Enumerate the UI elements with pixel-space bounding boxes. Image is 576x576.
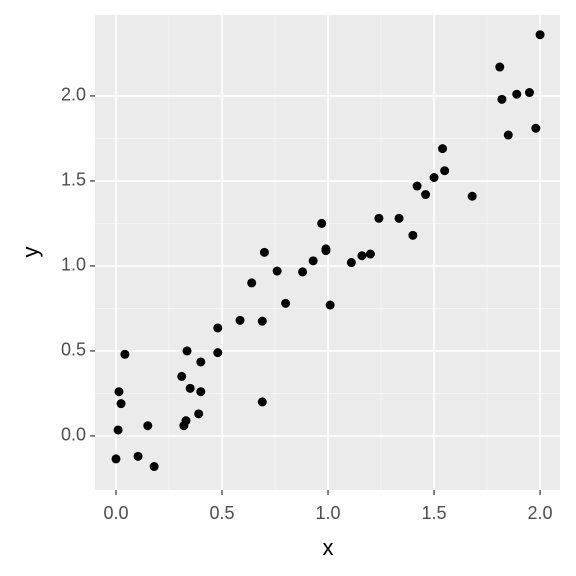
point — [149, 462, 159, 472]
x-tick-label: 0.5 — [209, 503, 234, 523]
point — [524, 88, 534, 98]
point — [235, 315, 245, 325]
point — [194, 409, 204, 419]
point — [321, 246, 331, 256]
point — [412, 181, 422, 191]
point — [357, 251, 367, 261]
point — [317, 218, 327, 228]
y-tick-label: 2.0 — [61, 85, 86, 105]
point — [497, 94, 507, 104]
point — [213, 323, 223, 333]
point — [133, 451, 143, 461]
point — [247, 278, 257, 288]
point — [408, 230, 418, 240]
x-tick-label: 1.5 — [422, 503, 447, 523]
point — [535, 30, 545, 40]
point — [281, 298, 291, 308]
point — [421, 190, 431, 200]
point — [531, 123, 541, 133]
point — [177, 371, 187, 381]
point — [394, 213, 404, 223]
point — [365, 249, 375, 259]
x-tick-label: 2.0 — [528, 503, 553, 523]
y-axis-title: y — [18, 247, 43, 258]
x-tick-label: 0.0 — [103, 503, 128, 523]
point — [438, 144, 448, 154]
point — [120, 349, 130, 359]
point — [181, 416, 191, 426]
point — [495, 62, 505, 72]
point — [257, 397, 267, 407]
y-tick-label: 1.5 — [61, 170, 86, 190]
point — [116, 399, 126, 409]
point — [114, 387, 124, 397]
point — [325, 300, 335, 310]
y-tick-label: 0.0 — [61, 425, 86, 445]
point — [113, 425, 123, 435]
point — [259, 247, 269, 257]
point — [308, 256, 318, 266]
x-axis-title: x — [323, 535, 334, 560]
point — [196, 387, 206, 397]
point — [111, 454, 121, 464]
point — [503, 130, 513, 140]
point — [374, 213, 384, 223]
point — [213, 348, 223, 358]
point — [272, 266, 282, 276]
point — [143, 421, 153, 431]
point — [512, 89, 522, 99]
point — [185, 383, 195, 393]
y-tick-label: 1.0 — [61, 255, 86, 275]
point — [298, 267, 308, 277]
point — [182, 346, 192, 356]
point — [440, 166, 450, 176]
point — [257, 316, 267, 326]
x-tick-label: 1.0 — [316, 503, 341, 523]
point — [429, 173, 439, 183]
y-tick-label: 0.5 — [61, 340, 86, 360]
point — [346, 258, 356, 268]
point — [467, 191, 477, 201]
point — [196, 357, 206, 367]
